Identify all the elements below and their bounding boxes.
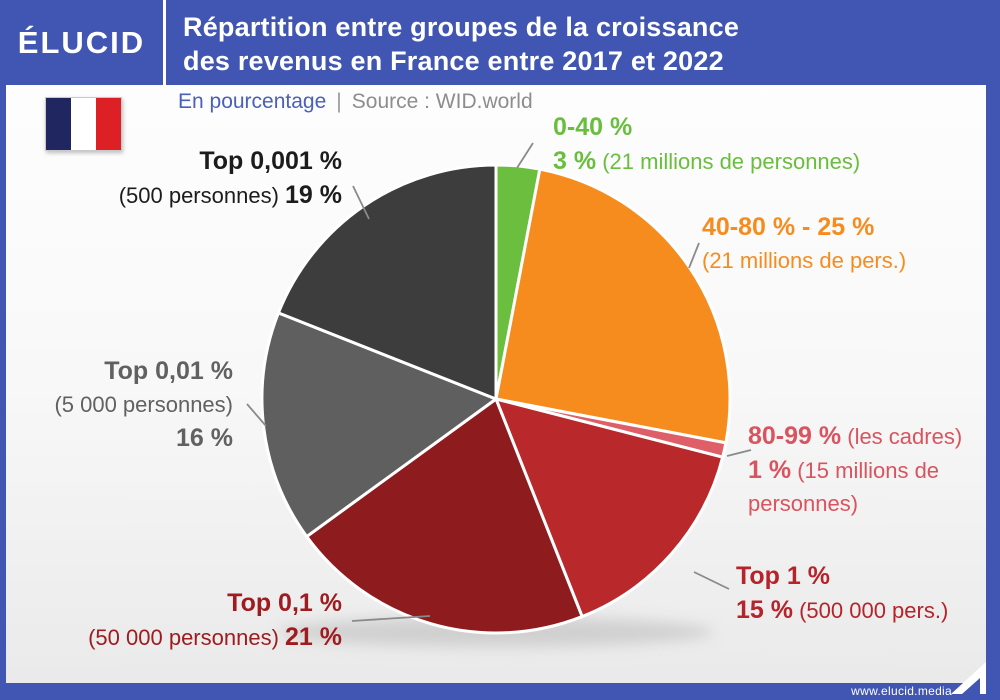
slice-label-80-99: 80-99 % (les cadres) 1 % (15 millions de p…	[748, 421, 962, 522]
slice-label-line: 1 % (15 millions de	[748, 456, 940, 484]
slice-label-line: (21 millions de pers.)	[702, 248, 907, 273]
leader-line-top01	[351, 615, 431, 622]
france-flag-icon	[45, 97, 122, 151]
slice-label-0-40: 0-40 % 3 % (21 millions de personnes)	[553, 112, 860, 180]
frame-right-border	[986, 0, 1000, 700]
brand-logo: ÉLUCID	[17, 24, 146, 60]
slice-label-line: 15 % (500 000 pers.)	[736, 596, 949, 624]
subtitle-unit: En pourcentage	[178, 90, 327, 113]
slice-label-line: 0-40 %	[553, 113, 633, 141]
page-title-line2: des revenus en France entre 2017 et 2022	[183, 46, 724, 76]
flag-red-band	[96, 98, 121, 150]
pie-slice-1	[494, 167, 732, 445]
subtitle-source: Source : WID.world	[351, 90, 533, 113]
slice-label-line: personnes)	[748, 491, 859, 516]
leader-line-top0001	[352, 185, 370, 220]
pie-slices-group	[260, 163, 732, 635]
leader-line-top001	[246, 403, 267, 427]
pie-slice-6	[276, 163, 498, 401]
pie-slice-4	[305, 397, 584, 635]
slice-label-top1: Top 1 % 15 % (500 000 pers.)	[736, 561, 948, 629]
slice-label-40-80: 40-80 % - 25 % (21 millions de pers.)	[702, 212, 906, 279]
subtitle-separator: |	[336, 90, 342, 113]
pie-slice-5	[260, 311, 498, 539]
slice-label-line: (50 000 personnes) 21 %	[88, 623, 342, 651]
flag-blue-band	[46, 98, 71, 150]
flag-white-band	[71, 98, 96, 150]
slice-label-line: Top 0,001 %	[199, 147, 342, 175]
leader-line-0-40	[516, 142, 534, 169]
slice-label-line: 40-80 % - 25 %	[702, 213, 875, 241]
frame-left-border	[0, 0, 6, 700]
slice-label-line: Top 0,1 %	[227, 589, 342, 617]
header-divider	[163, 0, 166, 85]
slice-label-top0001: Top 0,001 % (500 personnes) 19 %	[119, 146, 342, 214]
slice-label-line: Top 1 %	[736, 562, 830, 590]
leader-line-80-99	[726, 449, 752, 457]
leader-lines	[246, 142, 752, 622]
slice-label-top01: Top 0,1 % (50 000 personnes) 21 %	[88, 588, 342, 656]
slice-label-line: Top 0,01 %	[104, 357, 233, 385]
footer-url: www.elucid.media	[851, 684, 952, 698]
brand-logo-box: ÉLUCID	[0, 0, 163, 85]
slice-label-top001: Top 0,01 % (5 000 personnes) 16 %	[54, 356, 233, 457]
header-bar: ÉLUCID Répartition entre groupes de la c…	[0, 0, 1000, 85]
page-title: Répartition entre groupes de la croissan…	[166, 0, 739, 85]
leader-line-top1	[693, 571, 730, 590]
page-title-line1: Répartition entre groupes de la croissan…	[183, 12, 740, 42]
slice-label-line: 80-99 % (les cadres)	[748, 422, 963, 450]
slice-label-line: (500 personnes) 19 %	[118, 181, 342, 209]
footer-bar: www.elucid.media	[0, 683, 1000, 700]
pie-slice-3	[494, 397, 725, 619]
slice-label-line: 3 % (21 millions de personnes)	[553, 147, 861, 175]
chart-subtitle: En pourcentage | Source : WID.world	[178, 90, 533, 114]
leader-line-40-80	[688, 242, 700, 269]
elucid-arrow-icon	[951, 662, 986, 694]
slice-label-line: 16 %	[176, 424, 233, 452]
slice-label-line: (5 000 personnes)	[54, 392, 233, 417]
